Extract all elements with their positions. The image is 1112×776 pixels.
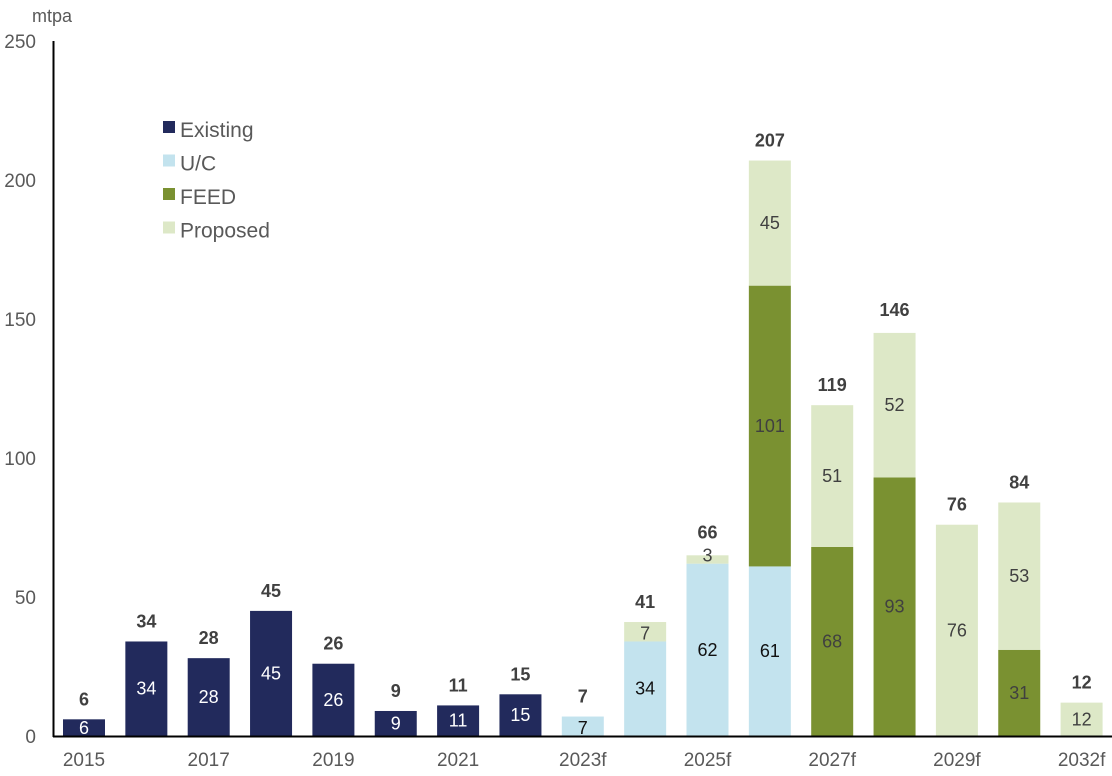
total-value-label: 84 [1009,472,1029,492]
x-tick-label: 2019 [312,750,354,771]
total-value-label: 7 [578,687,588,707]
legend-label: U/C [180,153,216,176]
x-tick-label: 2017 [188,750,230,771]
segment-value-label: 7 [578,718,588,738]
total-value-label: 6 [79,689,89,709]
segment-value-label: 3 [702,546,712,566]
bar-segment-feed [998,649,1041,736]
y-tick-label: 50 [15,588,36,609]
y-axis-unit-label: mtpa [32,6,73,26]
bar-segment-proposed [1060,702,1103,736]
segment-value-label: 53 [1009,566,1029,586]
bar-segment-u-c [624,641,667,736]
bar-segment-proposed [811,405,854,547]
bar-segment-existing [437,705,480,736]
segment-value-label: 93 [885,597,905,617]
y-tick-label: 100 [4,449,36,470]
segment-value-label: 12 [1072,709,1092,729]
x-tick-label: 2032f [1058,750,1106,771]
total-value-label: 207 [755,131,785,151]
legend-swatch [163,188,175,200]
x-tick-label: 2015 [63,750,105,771]
bar-segment-proposed [686,555,729,564]
bar-segment-proposed [748,160,791,286]
total-value-label: 45 [261,581,281,601]
x-tick-label: 2021 [437,750,479,771]
segment-value-label: 26 [323,690,343,710]
legend-swatch [163,121,175,133]
x-tick-label: 2023f [559,750,607,771]
x-axis-ticks: 2015 2017 2019 2021 2023f 2025f 2027f 2029f 2032… [63,750,1106,771]
total-value-label: 34 [136,611,156,631]
total-value-label: 28 [199,628,219,648]
segment-value-label: 11 [449,711,468,731]
bar-segment-proposed [998,502,1041,650]
segment-value-label: 68 [822,631,842,651]
y-tick-label: 200 [4,171,36,192]
total-value-label: 12 [1072,673,1092,693]
segment-value-label: 31 [1009,683,1029,703]
bar-segment-existing [250,610,293,736]
bar-segment-existing [63,719,105,736]
bar-segment-feed [873,477,916,736]
total-value-label: 76 [947,495,967,515]
legend-label: Proposed [180,220,270,243]
segment-value-label: 34 [136,679,156,699]
total-value-label: 15 [510,664,530,684]
segment-value-label: 28 [199,687,219,707]
bar-segment-feed [748,285,791,567]
bar-segment-u-c [561,716,604,736]
y-tick-label: 250 [4,32,36,53]
segment-value-label: 9 [391,713,401,733]
total-value-label: 26 [323,634,343,654]
segment-value-label: 52 [885,395,905,415]
y-axis-ticks: 0 50 100 150 200 250 [4,32,36,748]
legend-swatch [163,154,175,167]
segment-value-label: 62 [697,640,717,660]
bar-segment-u-c [686,563,729,736]
legend: Existing U/C FEED Proposed [163,119,270,243]
bar-segment-feed [811,546,854,736]
total-value-label: 146 [880,300,910,320]
segment-value-label: 7 [640,623,650,643]
bar-segment-proposed [873,332,916,478]
bar-segment-existing [312,663,355,736]
bar-segment-existing [499,694,542,736]
total-value-label: 41 [635,592,655,612]
bar-segment-proposed [624,622,667,642]
segment-value-label: 6 [79,718,89,738]
legend-label: Existing [180,119,254,142]
total-value-label: 119 [818,375,847,395]
segment-value-label: 61 [760,641,780,661]
legend-label: FEED [180,186,236,209]
segment-value-label: 34 [635,679,655,699]
x-tick-label: 2029f [933,750,981,771]
segment-value-label: 45 [261,663,281,683]
bar-segment-u-c [748,566,791,736]
segment-value-label: 76 [947,620,967,640]
total-value-label: 9 [391,681,401,701]
bar-segment-existing [125,641,168,736]
legend-swatch [163,221,175,234]
segment-value-label: 51 [822,466,842,486]
bar-segment-existing [187,658,230,736]
bar-segment-existing [374,710,417,736]
y-tick-label: 150 [4,310,36,331]
x-tick-label: 2027f [808,750,856,771]
y-tick-label: 0 [25,727,36,748]
bar-segment-proposed [935,524,978,736]
total-value-label: 11 [449,675,468,695]
segment-value-label: 15 [510,705,530,725]
segment-value-label: 101 [755,416,785,436]
total-value-label: 66 [697,523,717,543]
segment-value-label: 45 [760,213,780,233]
x-tick-label: 2025f [684,750,732,771]
